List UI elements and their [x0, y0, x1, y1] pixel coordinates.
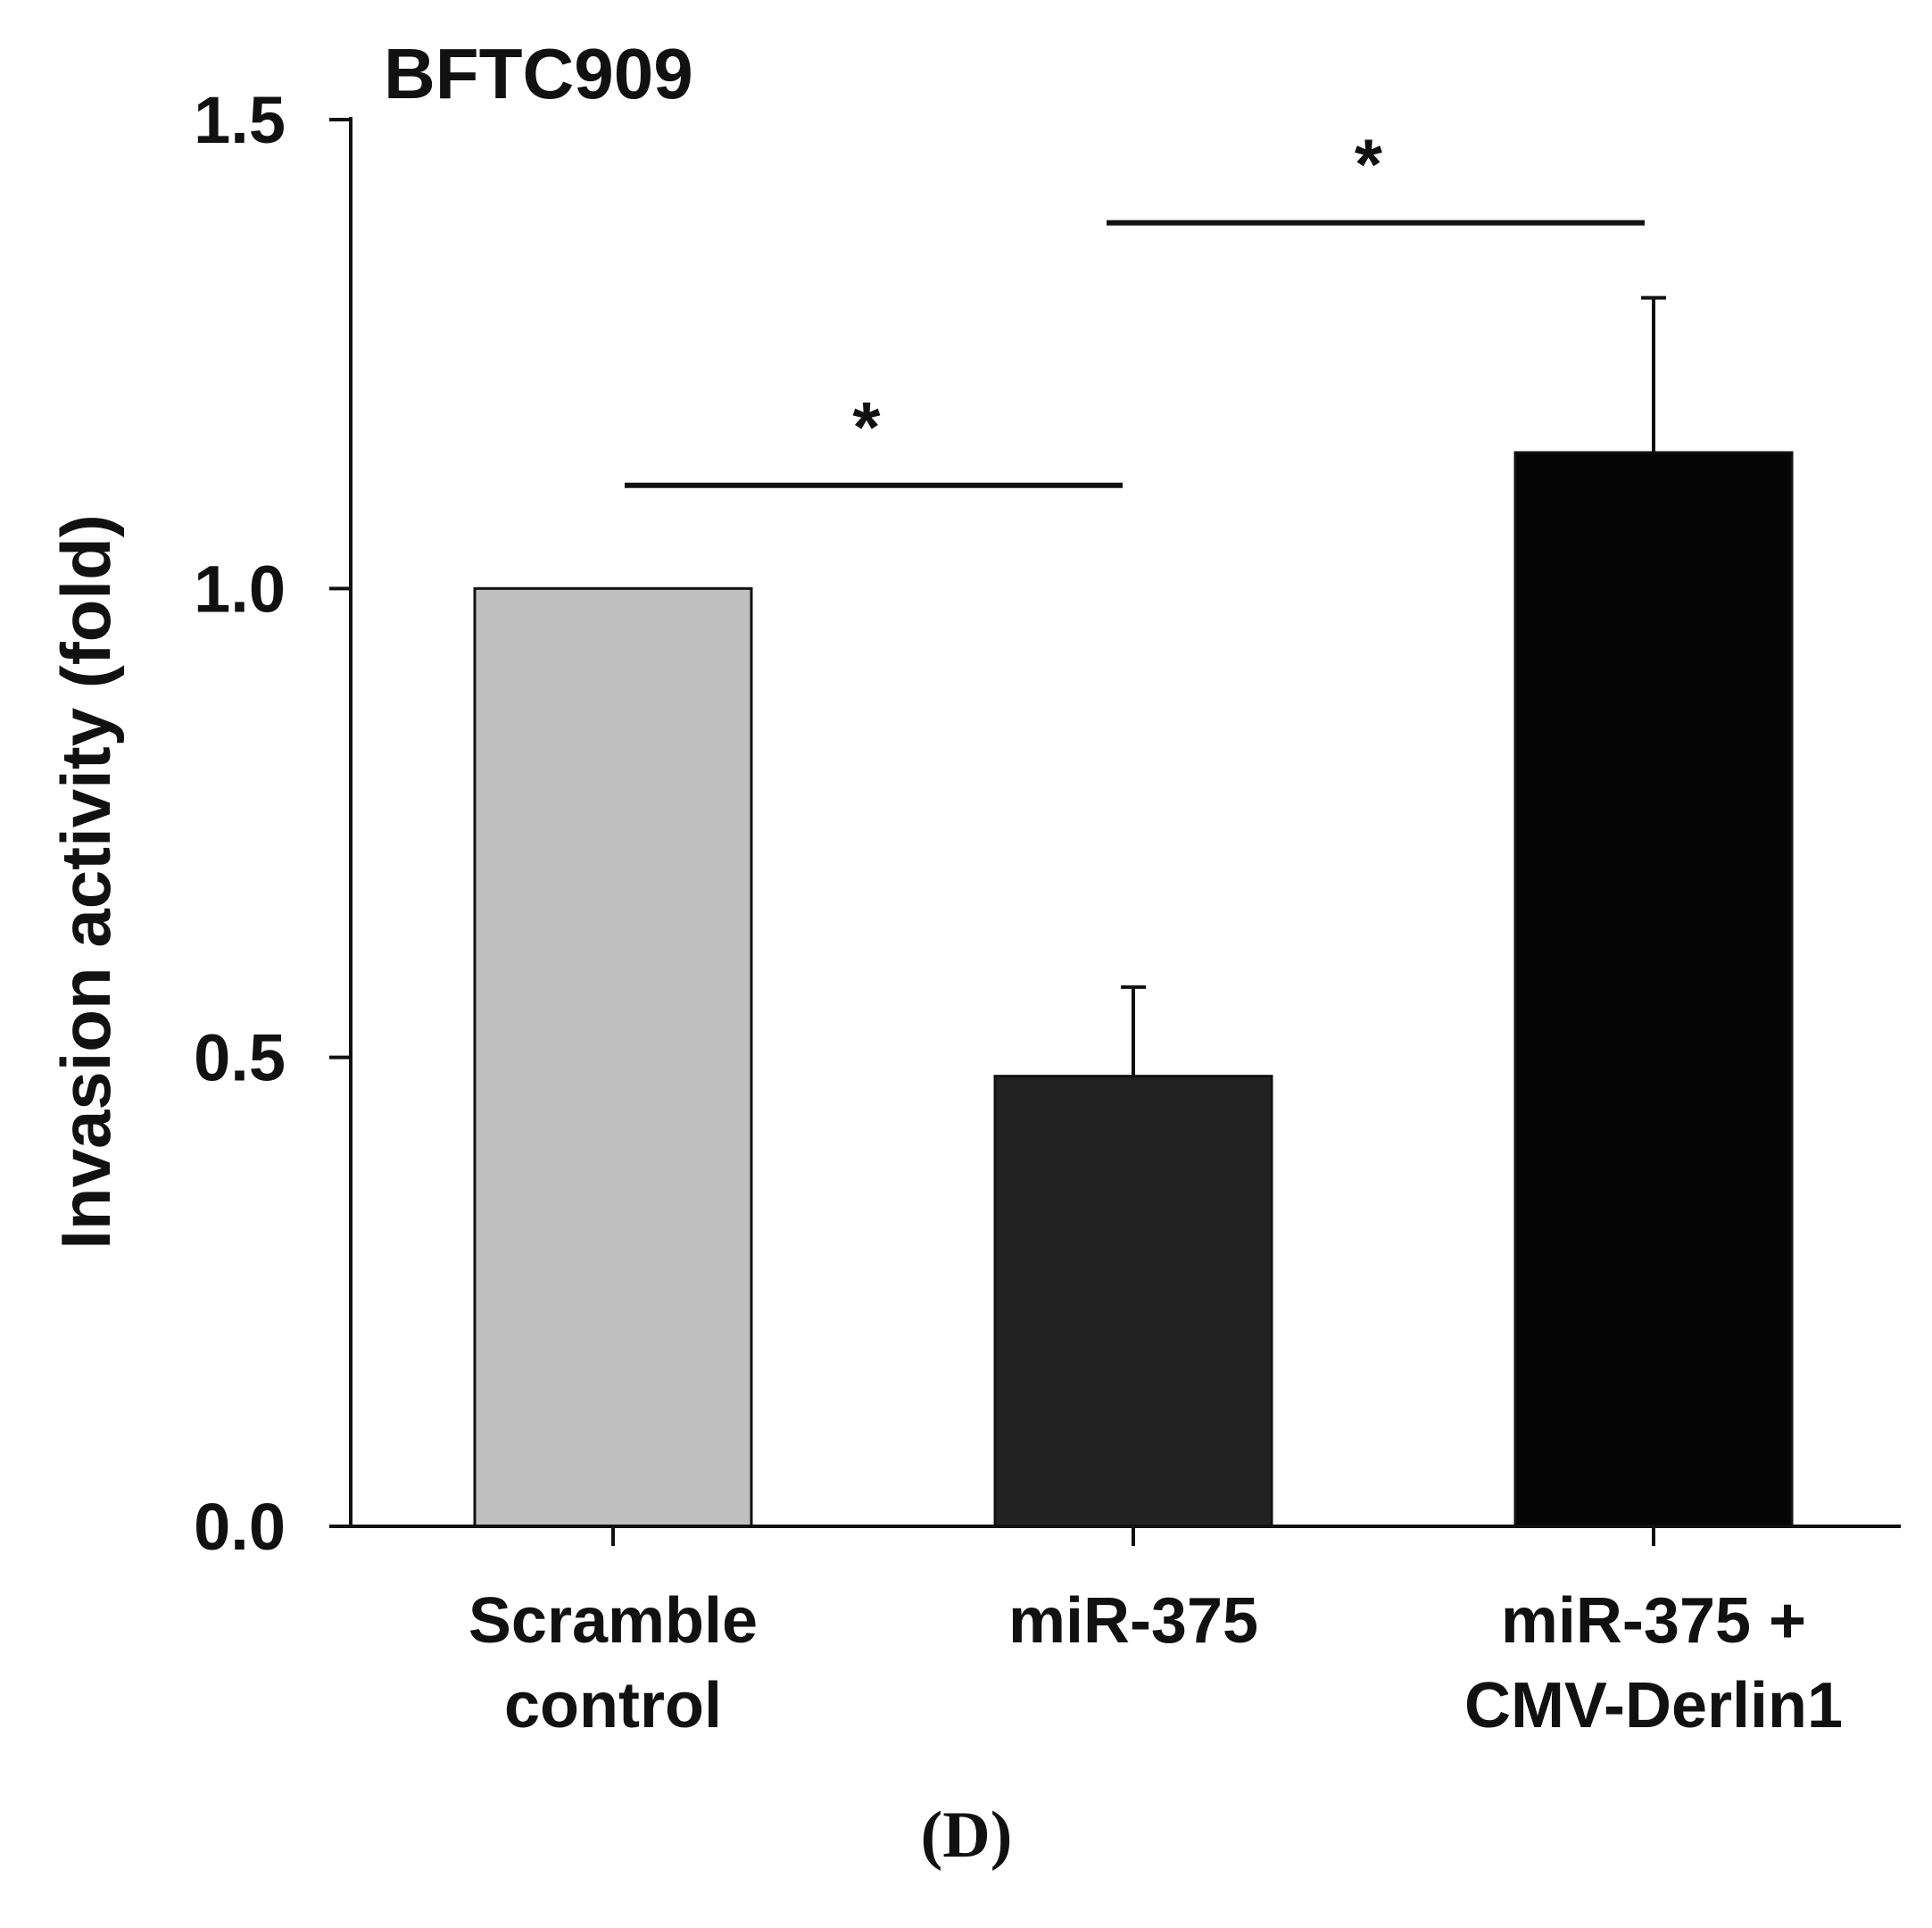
x-axis-labels: Scramble control miR-375 miR-375 + CMV-Derli…	[468, 1526, 1843, 1741]
x-tick-label: CMV-Derlin1	[1464, 1670, 1843, 1741]
bar	[473, 586, 753, 1528]
significance-star: *	[1355, 125, 1383, 204]
chart-title: BFTC909	[384, 34, 693, 113]
y-tick-label: 0.5	[194, 1021, 286, 1095]
bar	[993, 1075, 1273, 1528]
panel-label: (D)	[921, 1799, 1013, 1872]
x-tick-label: control	[504, 1670, 722, 1741]
bar	[1513, 451, 1794, 1528]
significance-star: *	[852, 387, 881, 467]
error-bars	[1121, 295, 1666, 1076]
y-tick-label: 1.0	[194, 552, 286, 626]
y-tick-label: 0.0	[194, 1490, 286, 1564]
x-tick-label: miR-375	[1008, 1585, 1258, 1657]
bars	[473, 451, 1794, 1528]
y-axis-ticks: 0.0 0.5 1.0 1.5	[194, 83, 351, 1564]
x-tick-label: miR-375 +	[1501, 1585, 1806, 1657]
y-axis-label: Invasion activity (fold)	[46, 514, 125, 1249]
significance-brackets: **	[625, 125, 1645, 488]
y-tick-label: 1.5	[194, 83, 286, 157]
x-tick-label: Scramble	[468, 1585, 758, 1657]
